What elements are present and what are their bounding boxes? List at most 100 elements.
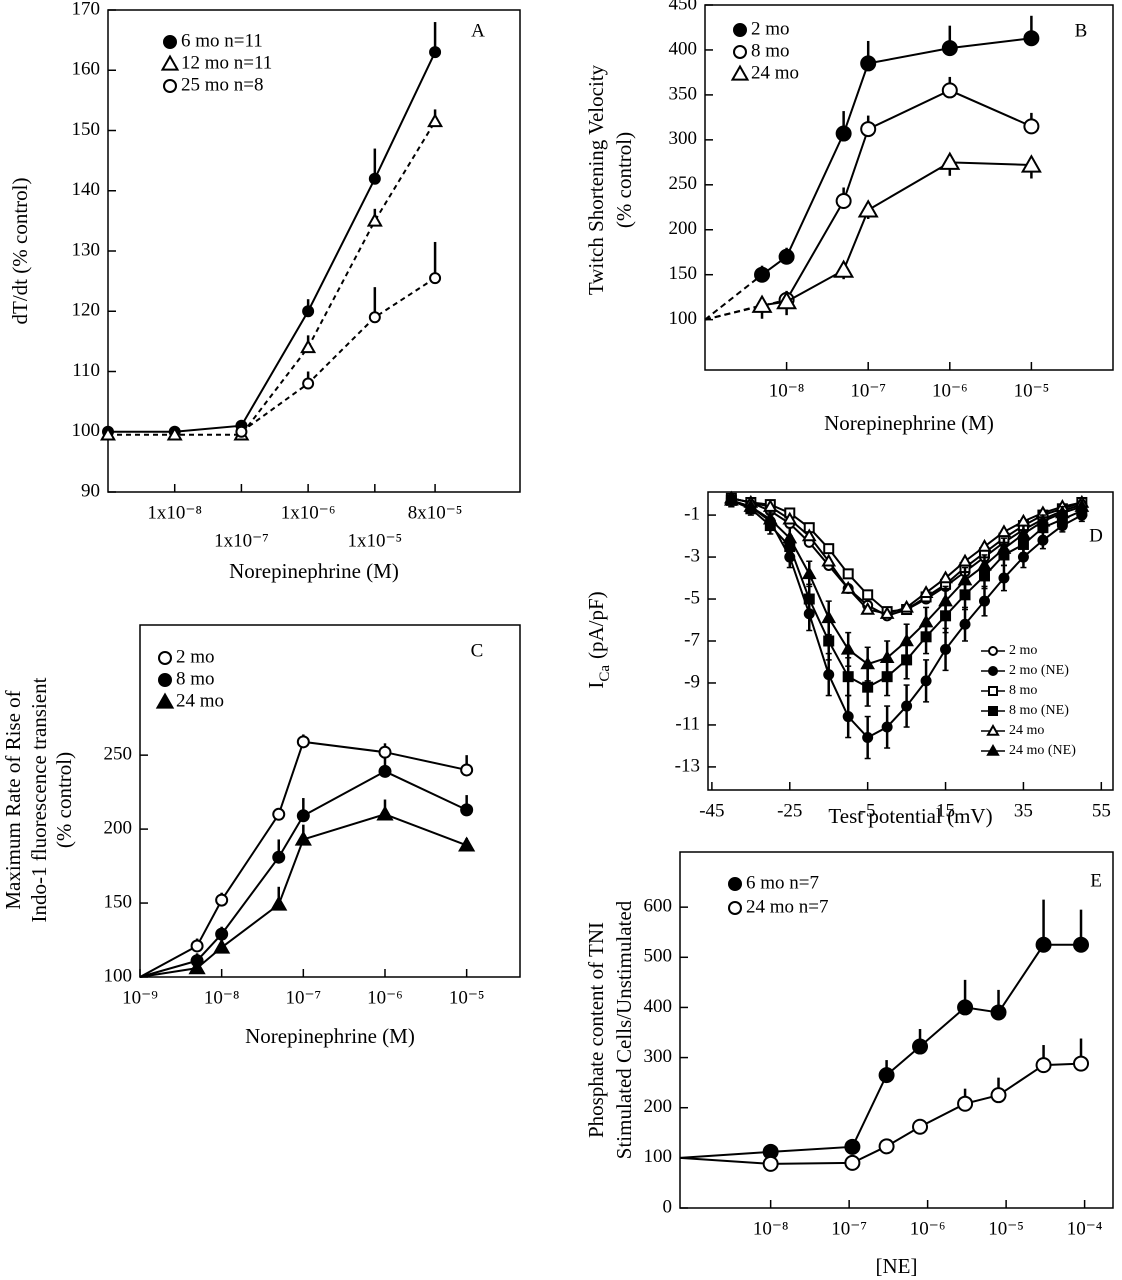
marker <box>213 938 231 954</box>
marker <box>835 125 852 142</box>
marker <box>860 55 877 72</box>
marker <box>368 311 381 324</box>
x-tick-label: 10⁻⁵ <box>449 987 485 1008</box>
marker <box>302 305 315 318</box>
marker <box>296 809 310 823</box>
marker <box>1023 30 1040 47</box>
y-tick-label: 150 <box>104 891 133 912</box>
series-line <box>770 943 1082 1153</box>
marker <box>733 45 747 59</box>
y-tick-label: 250 <box>669 173 698 194</box>
marker <box>823 635 835 647</box>
y-tick-label: 140 <box>72 179 101 200</box>
y-tick-label: -1 <box>684 503 700 524</box>
x-tick-label: 55 <box>1092 800 1111 821</box>
marker <box>100 426 116 441</box>
x-tick-label: 10⁻⁶ <box>910 1218 946 1239</box>
marker <box>940 643 952 655</box>
marker <box>300 339 317 354</box>
y-tick-label: 500 <box>644 946 673 967</box>
marker <box>835 192 852 209</box>
y-tick-label: 100 <box>104 965 133 986</box>
marker <box>988 646 998 656</box>
y-tick-label: 150 <box>72 119 101 140</box>
y-tick-label: 300 <box>669 128 698 149</box>
x-tick-label: 10⁻⁵ <box>1014 380 1050 401</box>
y-tick-label: 200 <box>644 1096 673 1117</box>
y-tick-label: 200 <box>669 218 698 239</box>
panel-letter: B <box>1075 20 1088 41</box>
x-tick-label: 10⁻⁷ <box>850 380 886 401</box>
y-axis-label: dT/dt (% control) <box>8 178 32 325</box>
y-tick-label: 120 <box>72 300 101 321</box>
x-tick-label: -45 <box>699 800 724 821</box>
marker <box>427 113 444 128</box>
series-line <box>731 497 1083 615</box>
marker <box>844 1154 861 1171</box>
legend-label: 8 mo <box>751 40 790 61</box>
marker <box>821 610 837 624</box>
y-tick-label: 100 <box>644 1146 673 1167</box>
marker <box>190 939 204 953</box>
marker <box>166 426 183 441</box>
marker <box>163 79 177 93</box>
marker <box>912 1038 929 1055</box>
x-tick-label: -25 <box>777 800 802 821</box>
y-tick-label: 170 <box>72 0 101 19</box>
marker <box>901 700 913 712</box>
marker <box>957 572 973 586</box>
x-tick-label: 1x10⁻⁸ <box>147 502 202 523</box>
marker <box>272 807 286 821</box>
y-tick-label: 100 <box>669 308 698 329</box>
marker <box>302 377 315 390</box>
marker <box>782 530 798 544</box>
marker <box>996 541 1012 554</box>
marker <box>155 692 175 709</box>
y-tick-label: 300 <box>644 1046 673 1067</box>
x-tick-label: 35 <box>1014 800 1033 821</box>
marker <box>860 656 876 670</box>
y-tick-label: -13 <box>675 755 700 776</box>
start-segment <box>704 273 763 321</box>
marker <box>776 290 798 310</box>
start-segment <box>139 959 198 978</box>
marker <box>158 673 172 687</box>
marker <box>957 999 974 1016</box>
marker <box>1035 513 1051 527</box>
marker <box>1016 526 1031 540</box>
marker <box>986 723 1000 736</box>
x-tick-label: 10⁻⁶ <box>932 380 968 401</box>
marker <box>160 54 180 71</box>
y-axis-label: Twitch Shortening Velocity <box>584 64 608 295</box>
marker <box>878 1067 895 1084</box>
marker <box>862 732 874 744</box>
marker <box>1020 154 1042 173</box>
marker <box>938 570 953 584</box>
marker <box>724 492 739 506</box>
y-tick-label: 110 <box>72 360 100 381</box>
x-tick-label: 10⁻⁷ <box>831 1218 867 1239</box>
marker <box>939 151 961 170</box>
marker <box>881 721 893 733</box>
y-axis-label-part: I <box>584 682 608 689</box>
y-tick-label: -3 <box>684 545 700 566</box>
plot-frame <box>704 4 1114 371</box>
marker <box>833 259 855 278</box>
legend-label: 24 mo <box>751 62 799 83</box>
y-tick-label: 400 <box>669 38 698 59</box>
marker <box>1074 499 1090 512</box>
marker <box>918 614 934 628</box>
y-tick-label: -7 <box>684 629 700 650</box>
marker <box>1016 513 1031 527</box>
legend-label: 12 mo n=11 <box>181 52 272 73</box>
marker <box>840 580 856 594</box>
marker <box>762 511 778 525</box>
x-tick-label: 8x10⁻⁵ <box>408 502 463 523</box>
y-axis-label: (% control) <box>52 752 76 848</box>
y-axis-label: Stimulated Cells/Unstimulated <box>612 900 636 1159</box>
y-tick-label: 0 <box>663 1196 673 1217</box>
start-segment <box>679 1150 771 1159</box>
marker <box>1073 936 1090 953</box>
x-tick-label: 1x10⁻⁷ <box>214 530 269 551</box>
